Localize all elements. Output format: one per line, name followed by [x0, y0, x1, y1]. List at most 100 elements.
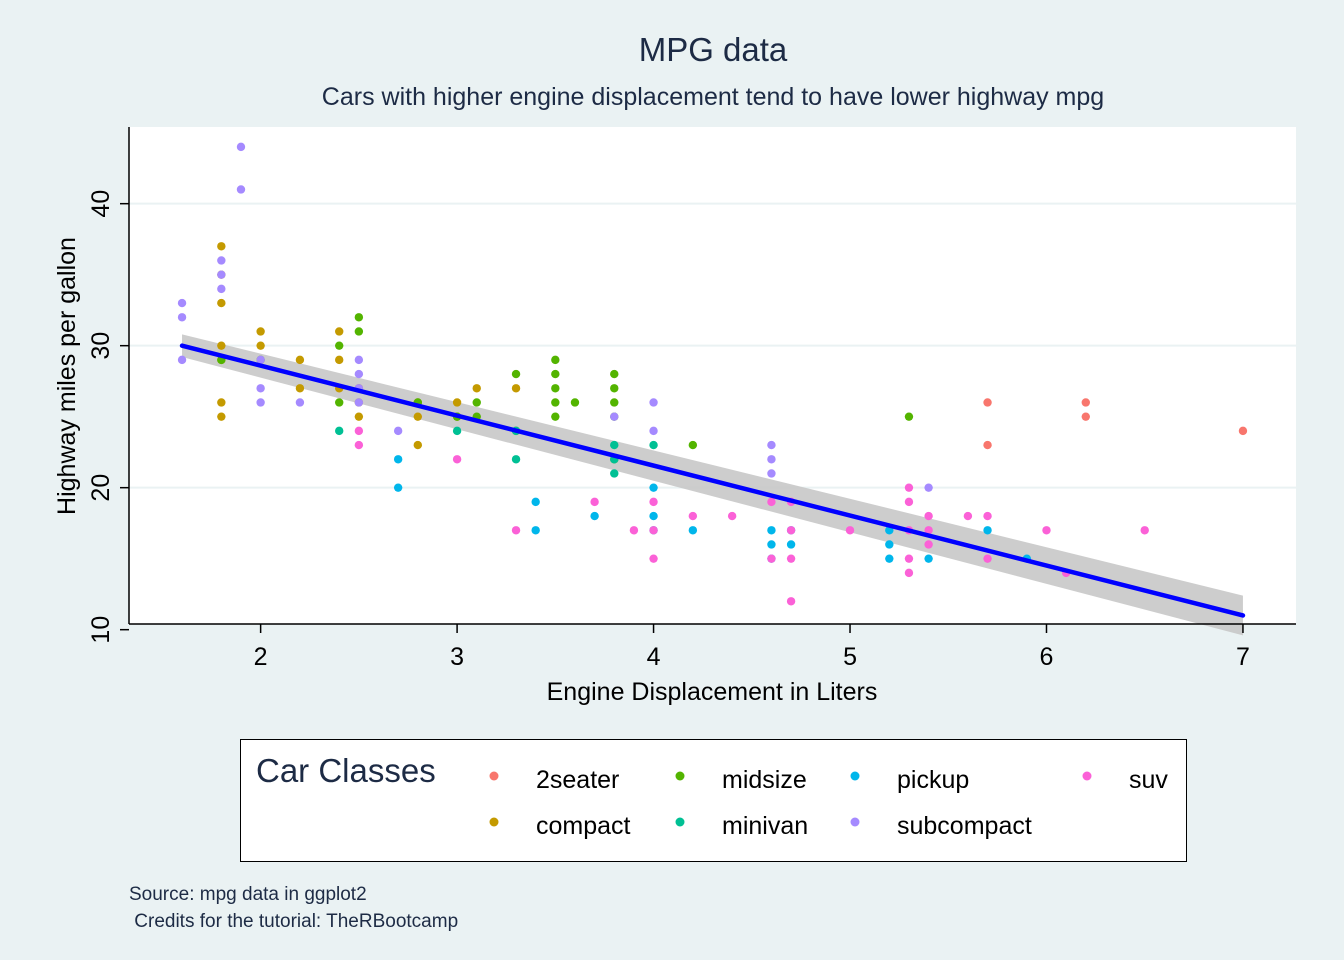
legend-label-compact: compact [536, 812, 631, 840]
point-pickup [688, 526, 698, 535]
legend-label-midsize: midsize [722, 766, 807, 794]
x-tick-label: 7 [1236, 643, 1250, 671]
point-pickup [590, 511, 599, 521]
point-suv [727, 511, 737, 521]
point-suv [845, 526, 855, 535]
point-compact [413, 440, 423, 450]
legend-label-2seater: 2seater [536, 766, 619, 794]
chart-subtitle: Cars with higher engine displacement ten… [322, 83, 1104, 111]
y-tick-label: 40 [87, 190, 115, 218]
point-compact [354, 412, 364, 421]
point-subcompact [354, 355, 364, 365]
legend-box [240, 739, 1187, 862]
point-2seater [1238, 426, 1248, 436]
point-midsize [472, 398, 481, 407]
point-pickup [767, 540, 776, 549]
point-compact [295, 355, 305, 365]
legend-key-compact [489, 817, 499, 827]
point-suv [629, 526, 639, 535]
point-pickup [885, 554, 894, 563]
caption-line: Source: mpg data in ggplot2 [129, 884, 367, 905]
point-suv [786, 526, 796, 535]
point-midsize [551, 369, 560, 379]
point-midsize [610, 398, 619, 407]
point-suv [904, 483, 914, 492]
point-suv [786, 597, 796, 606]
point-subcompact [256, 398, 265, 407]
point-minivan [649, 440, 658, 450]
legend-key-subcompact [850, 817, 860, 827]
legend-key-pickup [850, 771, 860, 781]
point-subcompact [217, 284, 226, 294]
legend-entries: 2seater midsize pickup suv compact minivan sub… [489, 766, 1168, 840]
axes: 2 3 4 5 6 7 10 20 30 40 [87, 127, 1296, 671]
point-suv [649, 554, 658, 563]
point-subcompact [767, 469, 776, 478]
point-subcompact [177, 298, 187, 308]
point-suv [590, 497, 599, 507]
x-tick-label: 3 [450, 643, 464, 671]
x-axis-label: Engine Displacement in Liters [547, 678, 878, 706]
point-subcompact [354, 369, 364, 379]
point-pickup [983, 526, 992, 535]
point-subcompact [295, 398, 305, 407]
point-suv [983, 554, 992, 563]
point-subcompact [236, 142, 246, 152]
point-subcompact [177, 355, 187, 365]
point-suv [767, 497, 776, 507]
legend-key-2seater [489, 771, 499, 781]
point-subcompact [767, 440, 776, 450]
point-subcompact [256, 355, 265, 365]
point-suv [924, 511, 933, 521]
point-midsize [551, 412, 560, 421]
point-compact [256, 341, 265, 350]
x-tick-label: 2 [254, 643, 268, 671]
point-pickup [393, 483, 403, 492]
point-minivan [511, 455, 521, 464]
point-compact [295, 384, 305, 393]
point-compact [335, 355, 344, 365]
point-2seater [983, 440, 992, 450]
point-pickup [531, 526, 540, 535]
point-pickup [786, 540, 796, 549]
point-midsize [335, 398, 344, 407]
point-pickup [885, 540, 894, 549]
point-midsize [610, 369, 619, 379]
legend-key-midsize [675, 771, 685, 781]
point-pickup [767, 526, 776, 535]
legend: Car Classes 2seater midsize pickup suv compa… [240, 739, 1187, 862]
x-tick-label: 6 [1040, 643, 1054, 671]
caption: Source: mpg data in ggplot2 Credits for … [129, 884, 458, 932]
point-suv [924, 540, 933, 549]
point-midsize [551, 355, 560, 365]
x-tick-label: 4 [647, 643, 661, 671]
point-suv [688, 511, 698, 521]
point-minivan [610, 469, 619, 478]
point-compact [217, 298, 226, 308]
legend-label-pickup: pickup [897, 766, 969, 794]
point-suv [649, 497, 658, 507]
point-pickup [649, 511, 658, 521]
point-2seater [1081, 398, 1090, 407]
point-minivan [335, 426, 344, 436]
point-suv [924, 526, 933, 535]
point-compact [452, 398, 462, 407]
point-compact [217, 412, 226, 421]
point-suv [649, 526, 658, 535]
point-minivan [610, 440, 619, 450]
point-midsize [610, 384, 619, 393]
point-midsize [354, 313, 364, 322]
point-pickup [531, 497, 540, 507]
y-tick-label: 10 [87, 616, 115, 644]
point-compact [217, 398, 226, 407]
point-midsize [551, 398, 560, 407]
point-midsize [354, 327, 364, 336]
point-compact [256, 327, 265, 336]
y-tick-label: 30 [87, 332, 115, 360]
point-suv [1042, 526, 1051, 535]
point-subcompact [236, 185, 246, 194]
point-subcompact [217, 256, 226, 265]
point-suv [904, 554, 914, 563]
chart-title: MPG data [639, 31, 788, 68]
